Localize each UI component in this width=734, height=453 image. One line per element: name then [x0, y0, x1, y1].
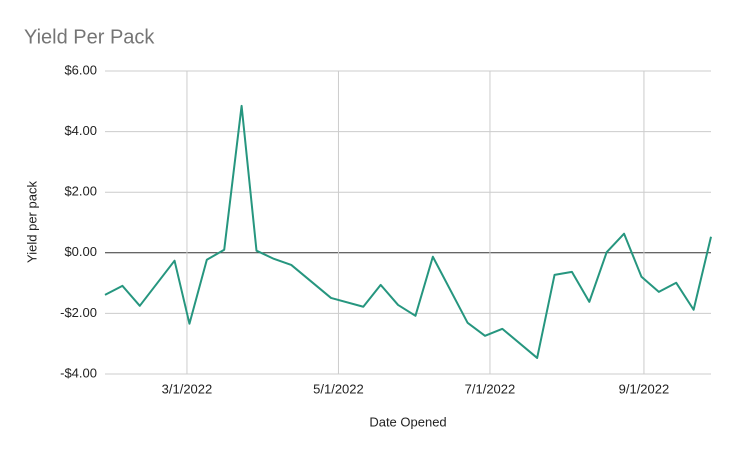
y-tick-label: -$2.00	[60, 305, 97, 320]
x-tick-label: 7/1/2022	[465, 381, 516, 396]
x-tick-label: 9/1/2022	[619, 381, 670, 396]
y-tick-label: $4.00	[64, 123, 97, 138]
x-axis-label: Date Opened	[369, 414, 446, 429]
x-tick-label: 5/1/2022	[313, 381, 364, 396]
x-tick-label: 3/1/2022	[162, 381, 213, 396]
chart-title: Yield Per Pack	[24, 26, 155, 48]
y-tick-label: $0.00	[64, 244, 97, 259]
y-tick-label: $2.00	[64, 184, 97, 199]
y-axis-label: Yield per pack	[24, 181, 39, 263]
y-tick-label: -$4.00	[60, 365, 97, 380]
y-tick-label: $6.00	[64, 62, 97, 77]
data-line	[104, 104, 712, 359]
